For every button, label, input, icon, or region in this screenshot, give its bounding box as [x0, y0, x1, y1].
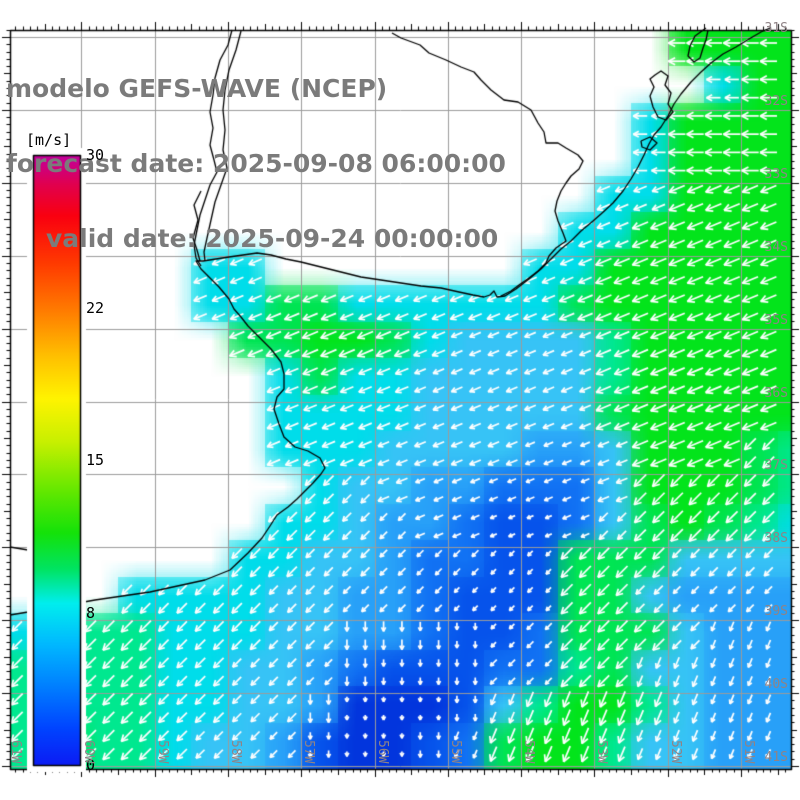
longitude-label: 51W — [741, 740, 756, 764]
latitude-label: 34S — [764, 239, 788, 255]
valid-date-line: valid date: 2025-09-24 00:00:00 — [46, 224, 499, 253]
colorbar-tick-label: 15 — [86, 451, 105, 469]
forecast-date-line: forecast date: 2025-09-08 06:00:00 — [6, 149, 506, 178]
longitude-label: 52W — [667, 740, 683, 764]
longitude-label: 58W — [227, 740, 243, 764]
colorbar-tick-label: 22 — [86, 298, 105, 317]
colorbar-tick-label: 0 — [86, 756, 96, 774]
longitude-label: 60W — [81, 740, 97, 764]
map-title-block: modelo GEFS-WAVE (NCEP) forecast date: 2… — [6, 26, 506, 301]
latitude-label: 37S — [764, 458, 788, 474]
colorbar-tick-label: 8 — [86, 603, 96, 622]
latitude-label: 32S — [764, 93, 788, 109]
latitude-label: 31S — [764, 21, 788, 36]
longitude-label: 56W — [374, 740, 390, 764]
latitude-label: 39S — [764, 604, 788, 620]
latitude-label: 40S — [764, 677, 788, 693]
latitude-label: 36S — [764, 385, 788, 401]
longitude-label: 54W — [521, 740, 537, 764]
colorbar-unit-label: [m/s] — [26, 131, 72, 149]
latitude-label: 35S — [764, 312, 788, 328]
longitude-label: 59W — [154, 740, 170, 764]
longitude-label: 55W — [447, 740, 463, 764]
latitude-label: 38S — [764, 531, 788, 547]
latitude-label: 41S — [764, 750, 788, 765]
longitude-label: 53W — [594, 740, 610, 764]
colorbar-tick-label: 30 — [86, 146, 105, 164]
longitude-label: 61W — [8, 740, 23, 764]
latitude-label: 33S — [764, 166, 788, 182]
longitude-label: 57W — [301, 740, 317, 764]
model-name-title: modelo GEFS-WAVE (NCEP) — [6, 74, 388, 103]
